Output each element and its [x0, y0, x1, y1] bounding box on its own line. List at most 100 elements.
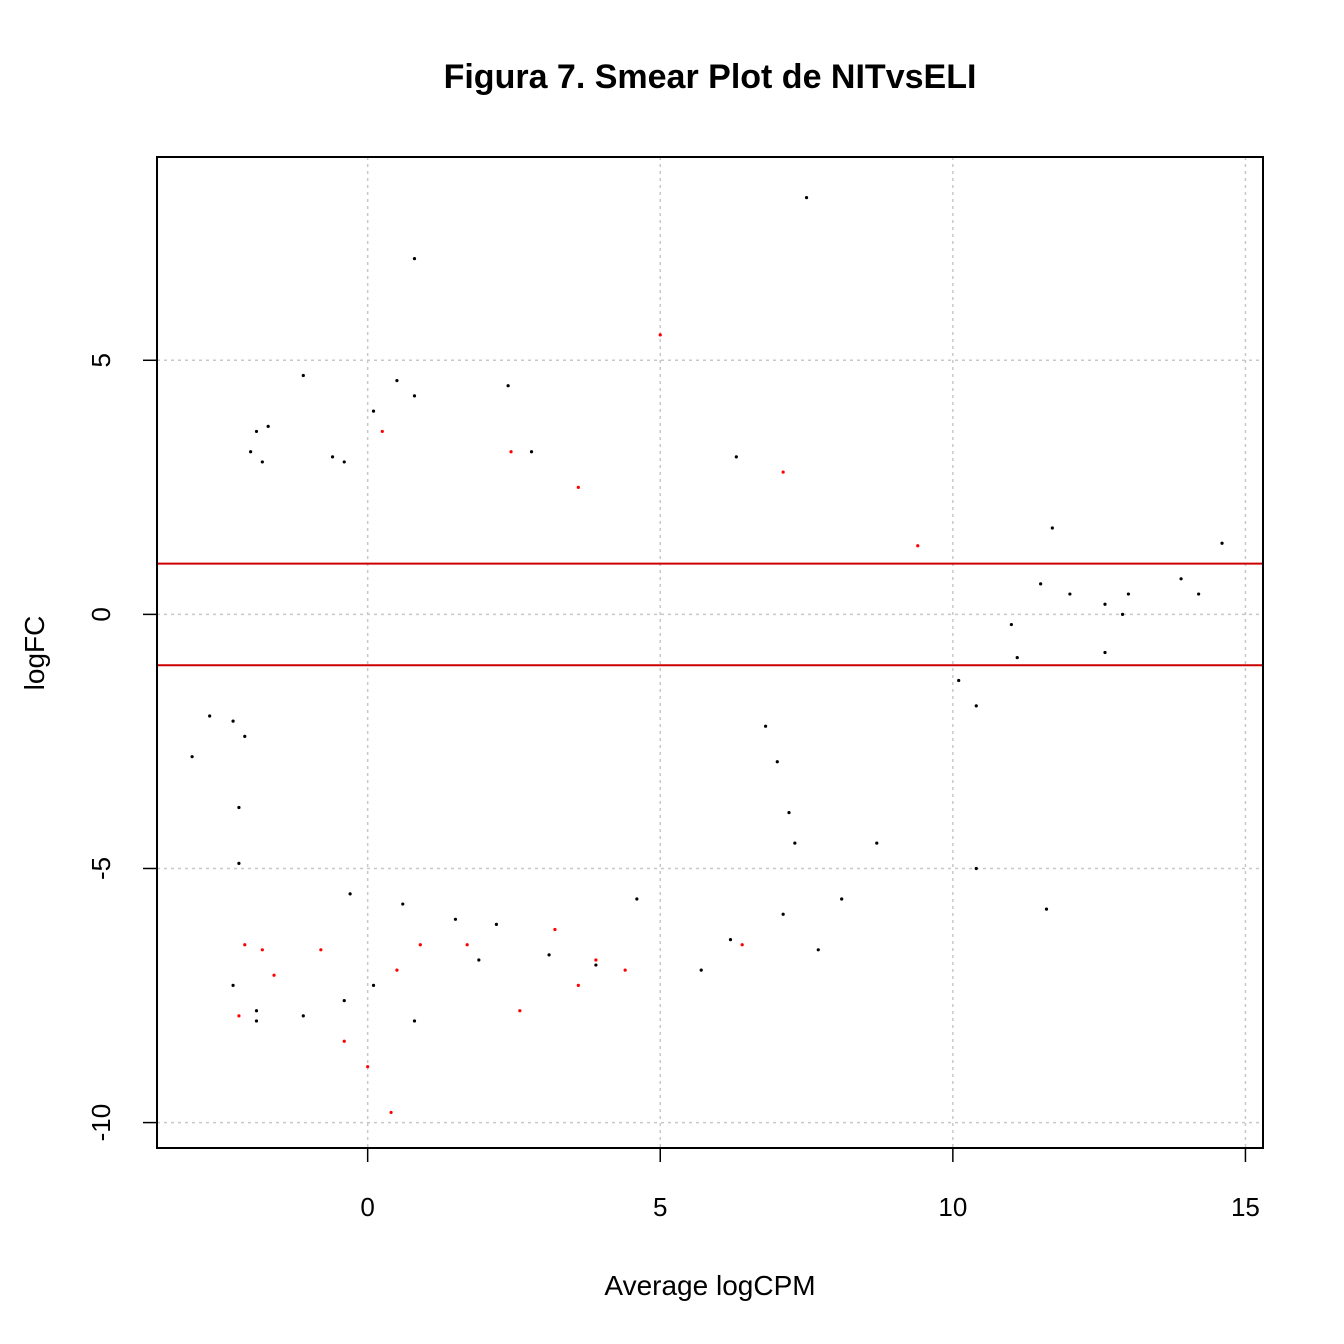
data-point: [494, 922, 499, 926]
data-point: [840, 897, 844, 901]
data-point: [237, 1014, 241, 1018]
y-tick-label: 0: [86, 607, 116, 621]
data-point: [1179, 577, 1183, 581]
data-point: [465, 943, 469, 947]
data-point: [395, 379, 399, 383]
data-point: [793, 841, 797, 845]
data-point: [208, 714, 212, 718]
data-point: [781, 470, 785, 474]
data-points: [190, 196, 1224, 1115]
data-point: [348, 892, 352, 896]
data-point: [728, 938, 733, 942]
data-point: [781, 912, 785, 916]
y-tick-label: 5: [86, 353, 116, 367]
data-point: [974, 704, 978, 708]
data-point: [231, 719, 235, 723]
data-point: [342, 460, 346, 464]
data-point: [477, 958, 481, 962]
data-point: [237, 861, 241, 866]
data-point: [957, 678, 961, 683]
data-point: [254, 429, 259, 434]
data-point: [974, 866, 978, 871]
data-point: [816, 948, 820, 952]
data-point: [1120, 612, 1125, 616]
data-point: [506, 384, 510, 388]
data-point: [371, 983, 376, 987]
data-point: [260, 460, 264, 464]
data-point: [243, 943, 247, 947]
threshold-lines: [157, 562, 1263, 667]
data-point: [453, 917, 458, 921]
data-point: [266, 424, 270, 428]
data-point: [380, 429, 384, 434]
data-point: [734, 455, 738, 459]
data-point: [775, 760, 779, 764]
data-point: [249, 450, 253, 454]
data-point: [509, 450, 513, 454]
x-tick-label: 10: [938, 1192, 967, 1222]
data-point: [342, 1039, 346, 1043]
data-point: [254, 1019, 259, 1023]
y-axis-title: logFC: [19, 616, 50, 691]
data-point: [395, 968, 399, 972]
x-axis-title: Average logCPM: [604, 1270, 815, 1301]
data-point: [875, 841, 879, 845]
data-point: [243, 734, 247, 738]
grid-lines: [157, 157, 1263, 1148]
data-point: [330, 455, 335, 459]
data-point: [418, 943, 422, 947]
y-tick-label: -5: [86, 857, 116, 880]
data-point: [547, 953, 551, 957]
data-point: [366, 1065, 370, 1069]
data-point: [1103, 602, 1107, 606]
data-point: [319, 948, 323, 952]
data-point: [740, 943, 744, 947]
x-tick-label: 0: [360, 1192, 374, 1222]
data-point: [1039, 582, 1043, 586]
x-tick-label: 15: [1231, 1192, 1260, 1222]
data-point: [1126, 592, 1131, 596]
data-point: [1015, 655, 1019, 660]
data-point: [301, 373, 305, 378]
data-point: [594, 958, 598, 962]
data-point: [272, 973, 276, 977]
x-tick-label: 5: [653, 1192, 667, 1222]
data-point: [658, 333, 662, 337]
data-point: [594, 963, 598, 967]
data-point: [301, 1014, 305, 1018]
data-point: [787, 810, 791, 815]
data-point: [635, 897, 639, 901]
data-point: [260, 948, 264, 952]
data-point: [389, 1110, 393, 1115]
data-point: [623, 968, 627, 972]
data-point: [1050, 526, 1054, 530]
data-point: [576, 485, 580, 489]
data-point: [553, 927, 557, 932]
chart-title: Figura 7. Smear Plot de NITvsELI: [443, 58, 977, 96]
data-point: [916, 544, 920, 548]
data-point: [254, 1009, 259, 1013]
data-point: [412, 1019, 417, 1023]
data-point: [342, 999, 346, 1003]
data-point: [1044, 907, 1049, 911]
data-point: [1068, 592, 1072, 596]
data-point: [529, 450, 534, 454]
data-point: [237, 805, 241, 810]
data-point: [699, 968, 703, 972]
plot-frame: [156, 156, 1264, 1149]
data-point: [1009, 622, 1013, 627]
data-point: [518, 1009, 522, 1013]
y-tick-label: -10: [86, 1104, 116, 1142]
axes: 0 5 10 15 -10 -5 0 5: [86, 353, 1260, 1222]
data-point: [371, 409, 376, 413]
data-point: [1220, 541, 1224, 545]
data-point: [763, 724, 768, 728]
data-point: [576, 983, 580, 987]
data-point: [1197, 592, 1201, 596]
data-point: [231, 983, 235, 987]
data-point: [1103, 650, 1107, 655]
data-point: [190, 755, 194, 759]
data-point: [412, 257, 417, 261]
data-point: [804, 196, 809, 200]
